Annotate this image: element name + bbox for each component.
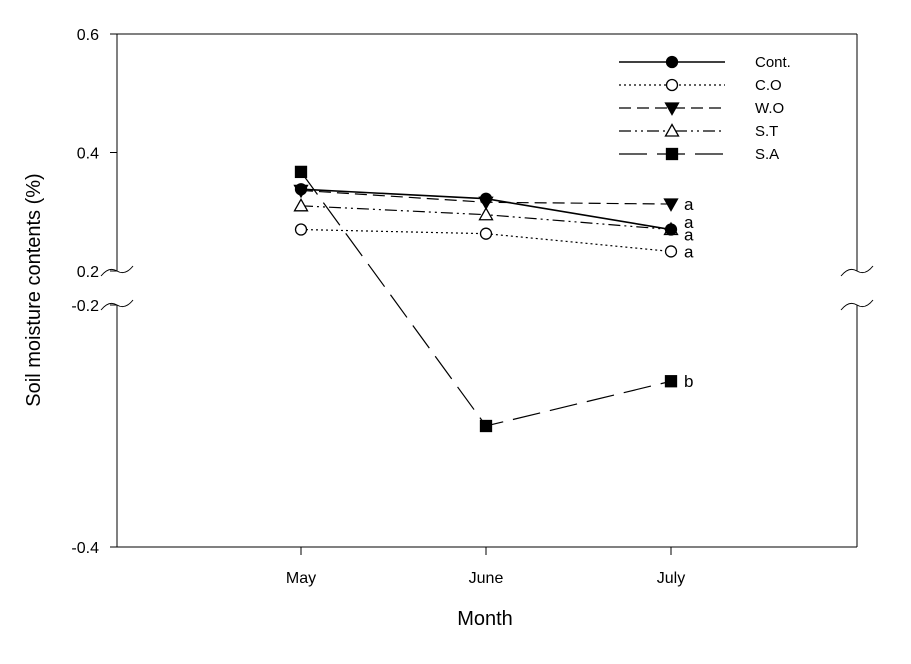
y-tick-label: 0.2 [77,264,99,281]
significance-label: a [684,225,694,244]
legend-item: W.O [619,100,784,117]
significance-label: a [684,213,694,232]
significance-label: a [684,195,694,214]
legend-item: S.A [619,146,779,163]
legend-label: S.A [755,146,779,163]
legend: Cont. C.O W.O S.T S.A [619,54,791,163]
series-layer [293,165,679,433]
significance-label: b [684,372,693,391]
data-point [663,198,679,212]
legend-item: C.O [619,77,782,94]
x-tick-label: July [657,570,685,587]
data-point [479,419,493,433]
data-point [664,223,678,236]
data-point [478,206,494,221]
legend-label: W.O [755,100,784,117]
axis-break-right-top [840,265,874,277]
y-tick-label: -0.4 [71,540,99,557]
legend-label: S.T [755,123,778,140]
legend-marker [665,78,679,92]
y-tick-label: 0.4 [77,146,99,163]
series-cont [294,183,678,236]
data-point [294,223,308,236]
legend-marker [664,123,680,137]
data-point [479,192,493,205]
y-axis-label: Soil moisture contents (%) [23,173,45,406]
legend-item: S.T [619,123,778,140]
series-co [294,223,678,258]
x-axis-ticks: May June July [286,547,685,587]
data-point [294,165,308,179]
plot-frame [100,33,874,548]
data-point [664,375,678,388]
legend-label: Cont. [755,54,791,71]
significance-label: a [684,242,694,261]
y-axis-ticks: 0.6 0.4 0.2 -0.2 -0.4 [71,27,117,557]
y-tick-label: -0.2 [71,298,99,315]
data-point [479,227,493,240]
data-point [293,198,309,212]
data-point [294,183,308,196]
series-sa [294,165,678,433]
x-tick-label: June [469,570,504,587]
legend-marker [665,147,679,161]
legend-marker [664,102,680,116]
axis-break-right-bottom [840,299,874,311]
x-tick-label: May [286,570,316,587]
x-axis-label: Month [457,608,513,630]
legend-item: Cont. [619,54,791,71]
legend-label: C.O [755,77,782,94]
data-point [664,245,678,258]
legend-marker [665,55,679,69]
y-tick-label: 0.6 [77,27,99,44]
